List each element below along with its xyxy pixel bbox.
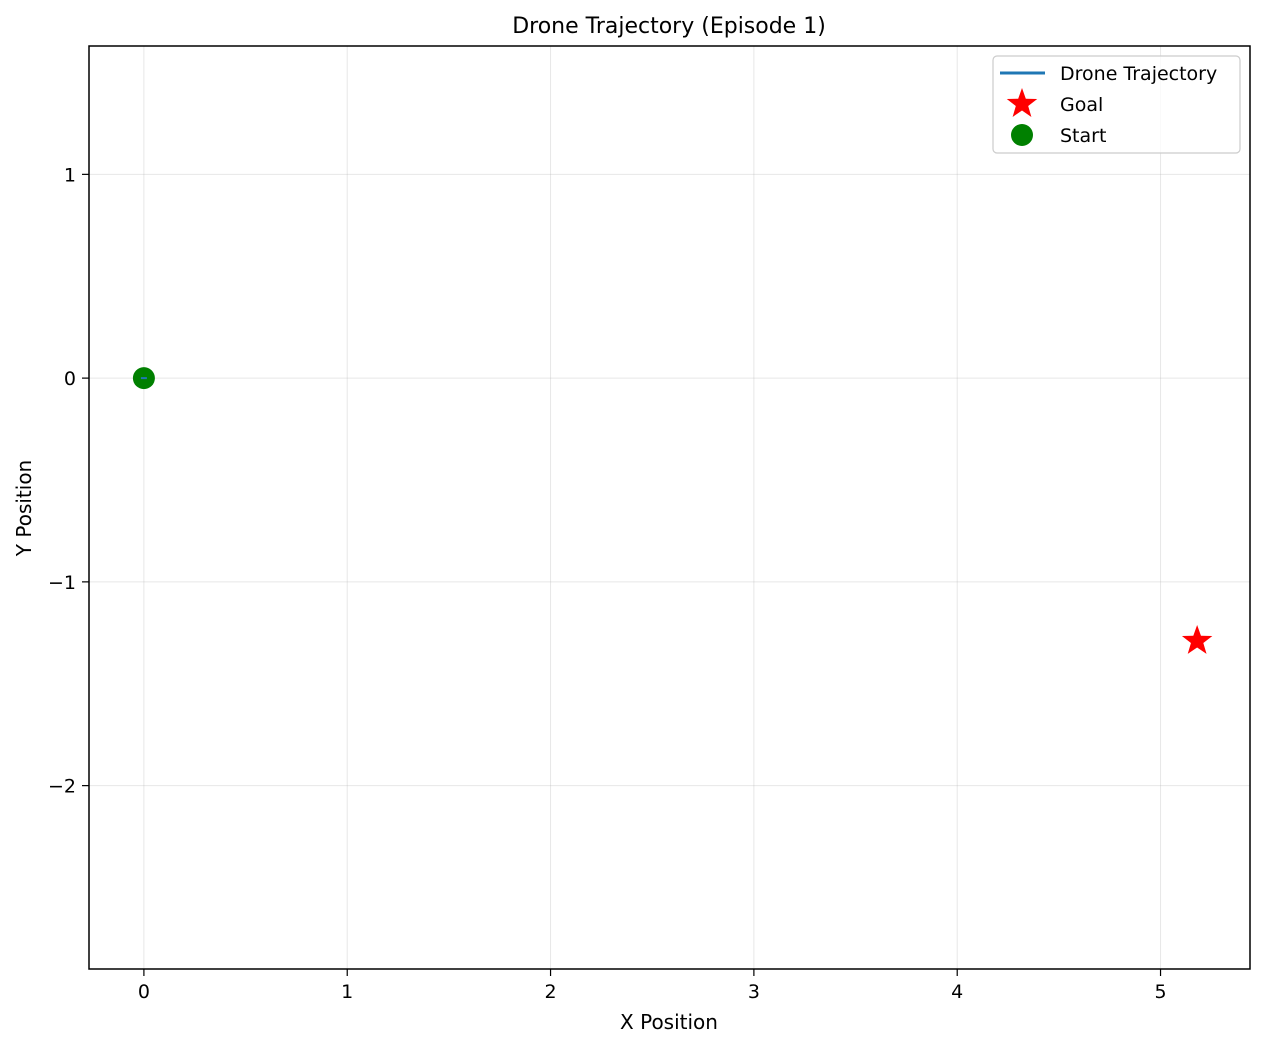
legend-box [992, 55, 1241, 154]
axis-ticks: 0 1 2 3 4 5 1 0 −1 −2 [48, 164, 1167, 1003]
legend-label: Start [1060, 125, 1106, 147]
data-marks [132, 367, 1213, 654]
x-axis-label: X Position [620, 1010, 718, 1034]
legend: Drone Trajectory Goal Start [992, 55, 1241, 154]
x-tick-label: 2 [545, 981, 557, 1003]
legend-label: Drone Trajectory [1060, 63, 1217, 85]
x-tick-label: 5 [1154, 981, 1166, 1003]
y-tick-label: 0 [64, 368, 76, 390]
x-tick-label: 0 [138, 981, 150, 1003]
chart-title: Drone Trajectory (Episode 1) [512, 14, 826, 39]
legend-circle-swatch [1011, 124, 1033, 146]
legend-star-swatch [1006, 88, 1038, 117]
y-tick-label: −1 [48, 572, 76, 594]
y-tick-label: 1 [64, 164, 76, 186]
grid-lines [89, 46, 1250, 969]
y-axis-label: Y Position [12, 460, 36, 557]
legend-label: Goal [1060, 94, 1103, 116]
x-tick-label: 3 [748, 981, 760, 1003]
y-tick-label: −2 [48, 776, 76, 798]
x-tick-label: 1 [341, 981, 353, 1003]
x-tick-label: 4 [951, 981, 963, 1003]
goal-point [1181, 624, 1213, 654]
plot-frame [88, 45, 1251, 970]
